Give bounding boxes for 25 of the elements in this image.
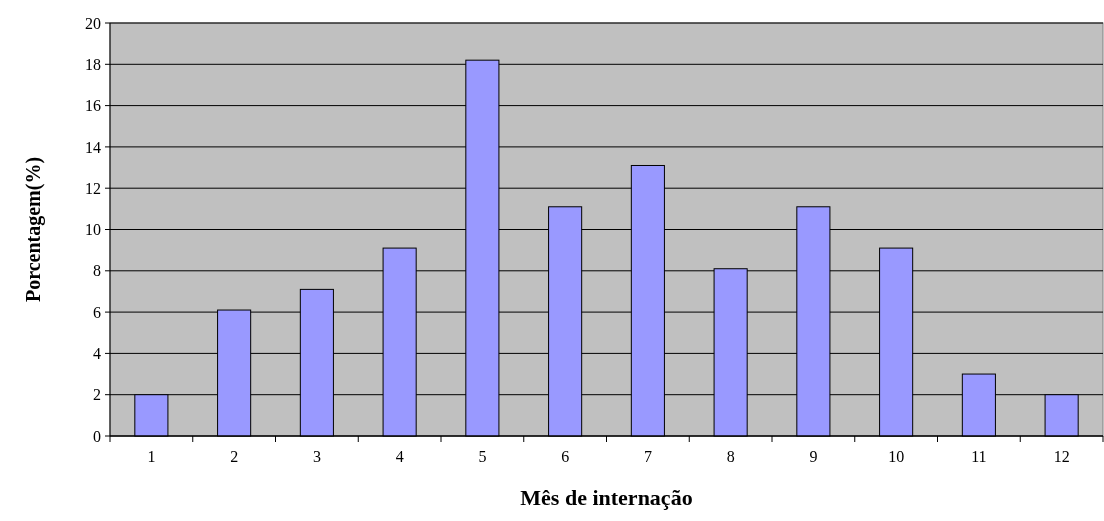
x-tick-label: 9 bbox=[809, 448, 818, 465]
x-tick-label: 10 bbox=[888, 448, 905, 465]
x-tick-label: 11 bbox=[971, 448, 987, 465]
x-tick-label: 6 bbox=[561, 448, 570, 465]
y-tick-label: 0 bbox=[93, 427, 101, 445]
y-axis-title: Porcentagem(%) bbox=[22, 156, 45, 303]
y-tick-label: 2 bbox=[93, 386, 101, 404]
y-tick-label: 10 bbox=[85, 221, 101, 239]
x-tick-label: 8 bbox=[726, 448, 735, 465]
y-tick-label: 12 bbox=[85, 179, 101, 197]
x-axis-title: Mês de internação bbox=[520, 485, 693, 510]
y-tick-label: 14 bbox=[85, 138, 101, 156]
y-tick-label: 16 bbox=[85, 97, 101, 115]
x-tick-label: 4 bbox=[395, 448, 404, 465]
y-tick-label: 8 bbox=[93, 262, 101, 280]
x-tick-label: 7 bbox=[643, 448, 652, 465]
x-tick-label: 12 bbox=[1053, 448, 1070, 465]
x-tick-label: 1 bbox=[147, 448, 156, 465]
x-tick-label: 3 bbox=[312, 448, 321, 465]
y-tick-label: 20 bbox=[85, 14, 101, 32]
x-tick-label: 5 bbox=[478, 448, 487, 465]
x-tick-label: 2 bbox=[230, 448, 239, 465]
y-tick-label: 6 bbox=[93, 303, 101, 321]
y-tick-label: 4 bbox=[93, 345, 101, 362]
y-tick-label: 18 bbox=[85, 55, 101, 73]
